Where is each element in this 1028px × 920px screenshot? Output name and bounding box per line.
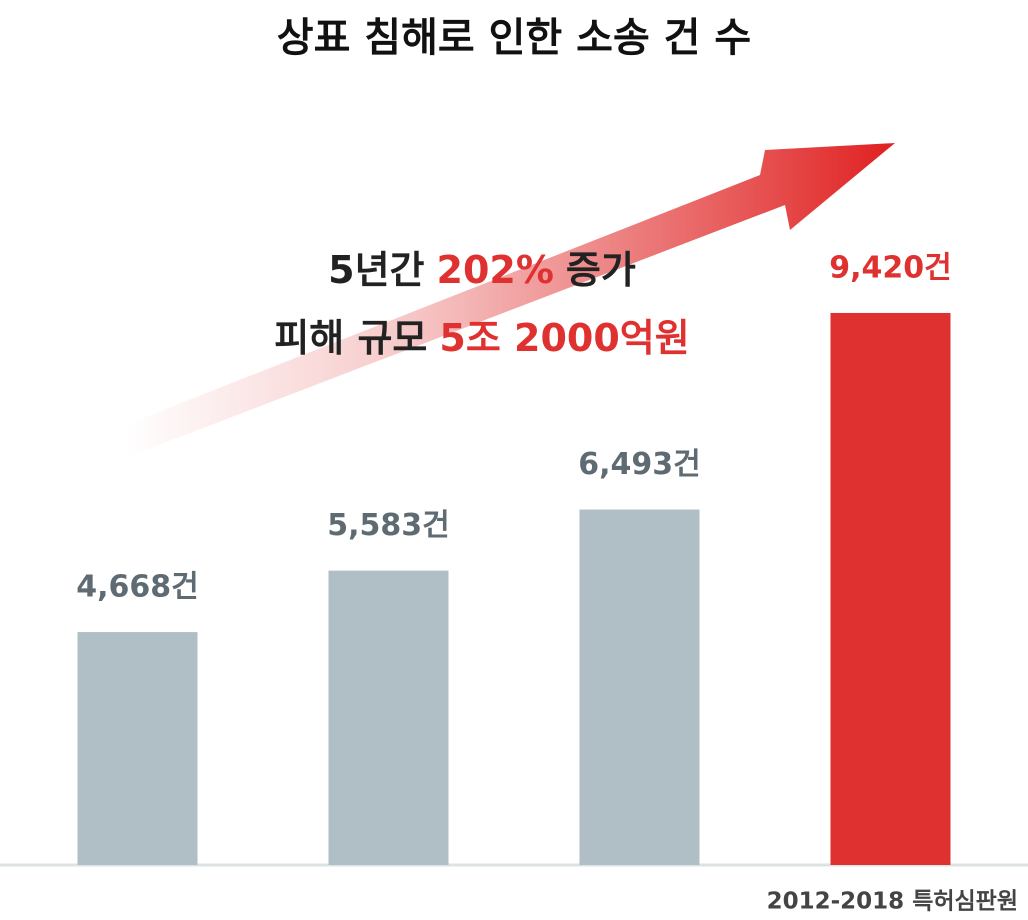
annotation: 5년간 202% 증가 — [328, 248, 636, 292]
annotation-part: 5조 2000억원 — [439, 316, 689, 360]
bar — [77, 632, 198, 865]
value-label: 5,583건 — [327, 508, 450, 543]
source: 2012-2018 특허심판원 — [767, 889, 1018, 915]
value-label: 9,420건 — [829, 250, 952, 285]
bar — [830, 312, 951, 865]
trend-arrow — [125, 143, 895, 456]
annotation: 피해 규모 5조 2000억원 — [274, 316, 689, 360]
value-label: 6,493건 — [578, 447, 701, 482]
bar — [328, 570, 449, 865]
value-label: 4,668건 — [76, 570, 199, 605]
chart-title: 상표 침해로 인한 소송 건 수 — [277, 15, 751, 61]
bar — [579, 509, 700, 865]
annotation-part: 증가 — [566, 248, 636, 292]
annotation-part: 5년간 — [328, 248, 424, 292]
annotation-part: 피해 규모 — [274, 316, 427, 360]
annotation-part: 202% — [437, 248, 554, 292]
